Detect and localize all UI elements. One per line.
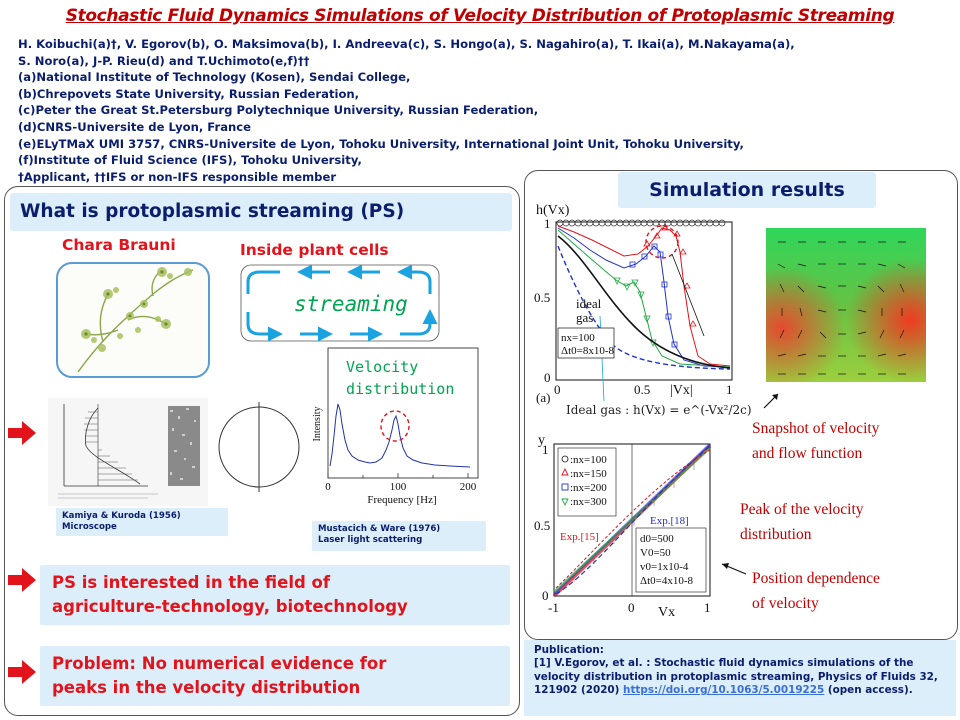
kamiya-caption: Kamiya & Kuroda (1956) Microscope [56, 508, 228, 536]
plot-b-ytick: 0 [542, 588, 549, 603]
plot-a-param: Δt0=8x10-8 [561, 345, 614, 357]
spectrum-xtick: 0 [325, 481, 331, 493]
plot-a-ytick: 0.5 [534, 290, 550, 305]
plot-b-ytick: 1 [542, 442, 549, 457]
affiliation-line: (b)Chrepovets State University, Russian … [18, 86, 360, 101]
ps-heading: What is protoplasmic streaming (PS) [10, 193, 512, 231]
pointer-arrow-icon [763, 393, 779, 409]
plot-a-tag: (a) [536, 390, 550, 405]
position-dependence-label: Position dependence of velocity [752, 570, 880, 612]
velocity-distribution-label: Velocity distribution [346, 358, 455, 398]
velocity-snapshot-image [758, 218, 934, 388]
affiliation-line: (c)Peter the Great St.Petersburg Polytec… [18, 103, 539, 118]
legend-entry: :nx=200 [570, 482, 607, 494]
exp18-label: Exp.[18] [650, 515, 689, 527]
plot-a-ytick: 0 [544, 370, 551, 385]
spectrum-xtick: 200 [460, 481, 477, 493]
snapshot-label: Snapshot of velocity and flow function [752, 420, 880, 462]
peak-label: Peak of the velocity distribution [740, 501, 864, 543]
velocity-spectrum-plot: Intensity 0 100 200 Frequency [Hz] [310, 344, 486, 506]
affiliation-line: (e)ELyTMaX UMI 3757, CNRS-Universite de … [18, 136, 744, 151]
right-arrow-icon [8, 660, 36, 684]
affiliation-line: (d)CNRS-Universite de Lyon, France [18, 119, 252, 134]
plot-b-ylabel: y [538, 433, 545, 448]
plot-a-xtick: 1 [726, 382, 733, 397]
doi-link[interactable]: https://doi.org/10.1063/5.0019225 [623, 684, 825, 697]
author-line: H. Koibuchi(a)†, V. Egorov(b), O. Maksim… [18, 37, 795, 51]
streaming-cell-diagram [240, 264, 440, 342]
plot-b-xlabel: Vx [658, 605, 675, 620]
spectrum-xlabel: Frequency [Hz] [367, 494, 436, 506]
mustacich-caption: Mustacich & Ware (1976) Laser light scat… [312, 521, 486, 551]
role-line: †Applicant, ††IFS or non-IFS responsible… [18, 169, 337, 184]
plot-a-ytick: 1 [544, 216, 551, 231]
plot-b-param: Δt0=4x10-8 [640, 575, 693, 587]
spectrum-ylabel: Intensity [312, 407, 323, 442]
right-arrow-icon [8, 421, 36, 445]
streaming-label: streaming [294, 292, 408, 316]
kamiya-microscope-figure [48, 398, 208, 506]
chara-title: Chara Brauni [62, 236, 176, 254]
plot-b-xtick: 0 [628, 600, 635, 615]
plot-a-ylabel: h(Vx) [536, 203, 570, 218]
legend-entry: :nx=300 [570, 496, 607, 508]
affiliation-line: (f)Institute of Fluid Science (IFS), Toh… [18, 153, 362, 168]
poster-title: Stochastic Fluid Dynamics Simulations of… [65, 6, 895, 26]
affiliation-line: (a)National Institute of Technology (Kos… [18, 70, 411, 85]
plot-b-param: V0=50 [640, 547, 671, 559]
legend-entry: :nx=150 [570, 468, 607, 480]
chara-plant-image [56, 262, 210, 378]
plot-a-param: nx=100 [561, 332, 595, 344]
exp15-label: Exp.[15] [560, 531, 599, 543]
spectrum-xtick: 100 [390, 481, 407, 493]
legend-entry: :nx=100 [570, 454, 607, 466]
plot-b-param: d0=500 [640, 533, 674, 545]
plot-a-xtick: 0.5 [634, 382, 650, 397]
ideal-gas-label: ideal [576, 296, 602, 311]
position-dependence-plot: y 1 0.5 0 -1 0 1 Vx :nx=100 :nx=150 :nx=… [534, 432, 724, 628]
author-line: S. Noro(a), J-P. Rieu(d) and T.Uchimoto(… [18, 53, 310, 68]
plot-b-xtick: -1 [548, 600, 559, 615]
plot-b-ytick: 0.5 [534, 518, 550, 533]
plot-b-param: v0=1x10-4 [640, 561, 689, 573]
plant-cells-title: Inside plant cells [240, 241, 389, 259]
author-affiliation-block: H. Koibuchi(a)†, V. Egorov(b), O. Maksim… [18, 36, 948, 185]
publication-box: Publication: [1] V.Egorov, et al. : Stoc… [524, 640, 956, 716]
ps-problem-box: Problem: No numerical evidence for peaks… [40, 646, 510, 706]
publication-heading: Publication: [534, 644, 604, 656]
ps-interest-box: PS is interested in the field of agricul… [40, 565, 510, 625]
publication-text: [1] V.Egorov, et al. : Stochastic fluid … [534, 657, 938, 697]
cell-cross-section-diagram [214, 402, 304, 492]
plot-a-xlabel: |Vx| [670, 383, 693, 398]
plot-b-xtick: 1 [704, 600, 711, 615]
right-arrow-icon [8, 568, 36, 592]
plot-a-xtick: 0 [554, 382, 561, 397]
ideal-gas-label: gas [576, 310, 593, 325]
simulation-heading: Simulation results [618, 172, 876, 208]
ideal-gas-formula: Ideal gas : h(Vx) = e^(-Vx²/2c) [566, 403, 752, 417]
velocity-distribution-plot: h(Vx) 1 0.5 0 0 0.5 1 |Vx| (a) ideal gas… [534, 196, 744, 406]
pointer-arrow-icon [721, 563, 747, 575]
